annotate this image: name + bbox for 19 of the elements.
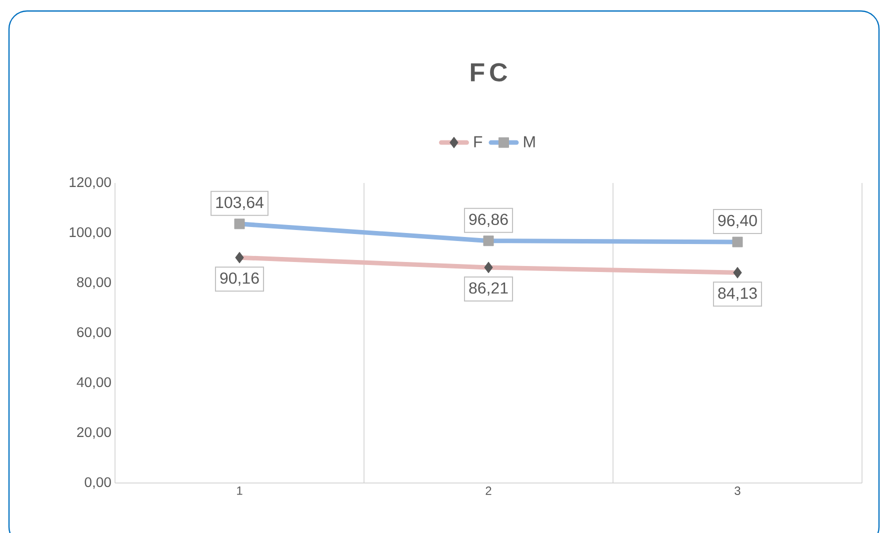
x-tick-label: 1 — [237, 486, 242, 495]
x-tick-label: 2 — [486, 486, 492, 495]
data-label: 86,21 — [469, 282, 508, 296]
y-tick-label: 40,00 — [76, 377, 111, 389]
chart-title: FC — [470, 63, 508, 82]
y-tick-label: 0,00 — [84, 477, 111, 489]
data-label: 103,64 — [216, 196, 264, 210]
legend-label: M — [524, 136, 535, 148]
data-label: 96,40 — [718, 214, 757, 228]
y-tick-label: 120,00 — [70, 177, 111, 189]
legend-label: F — [474, 136, 482, 148]
data-label: 84,13 — [718, 288, 757, 301]
y-tick-label: 60,00 — [77, 327, 111, 339]
x-tick-label: 3 — [734, 486, 740, 496]
data-label: 96,86 — [469, 214, 508, 227]
y-tick-label: 20,00 — [77, 427, 111, 439]
data-label: 90,16 — [220, 272, 259, 286]
y-tick-label: 80,00 — [77, 277, 111, 289]
y-tick-label: 100,00 — [70, 227, 111, 239]
